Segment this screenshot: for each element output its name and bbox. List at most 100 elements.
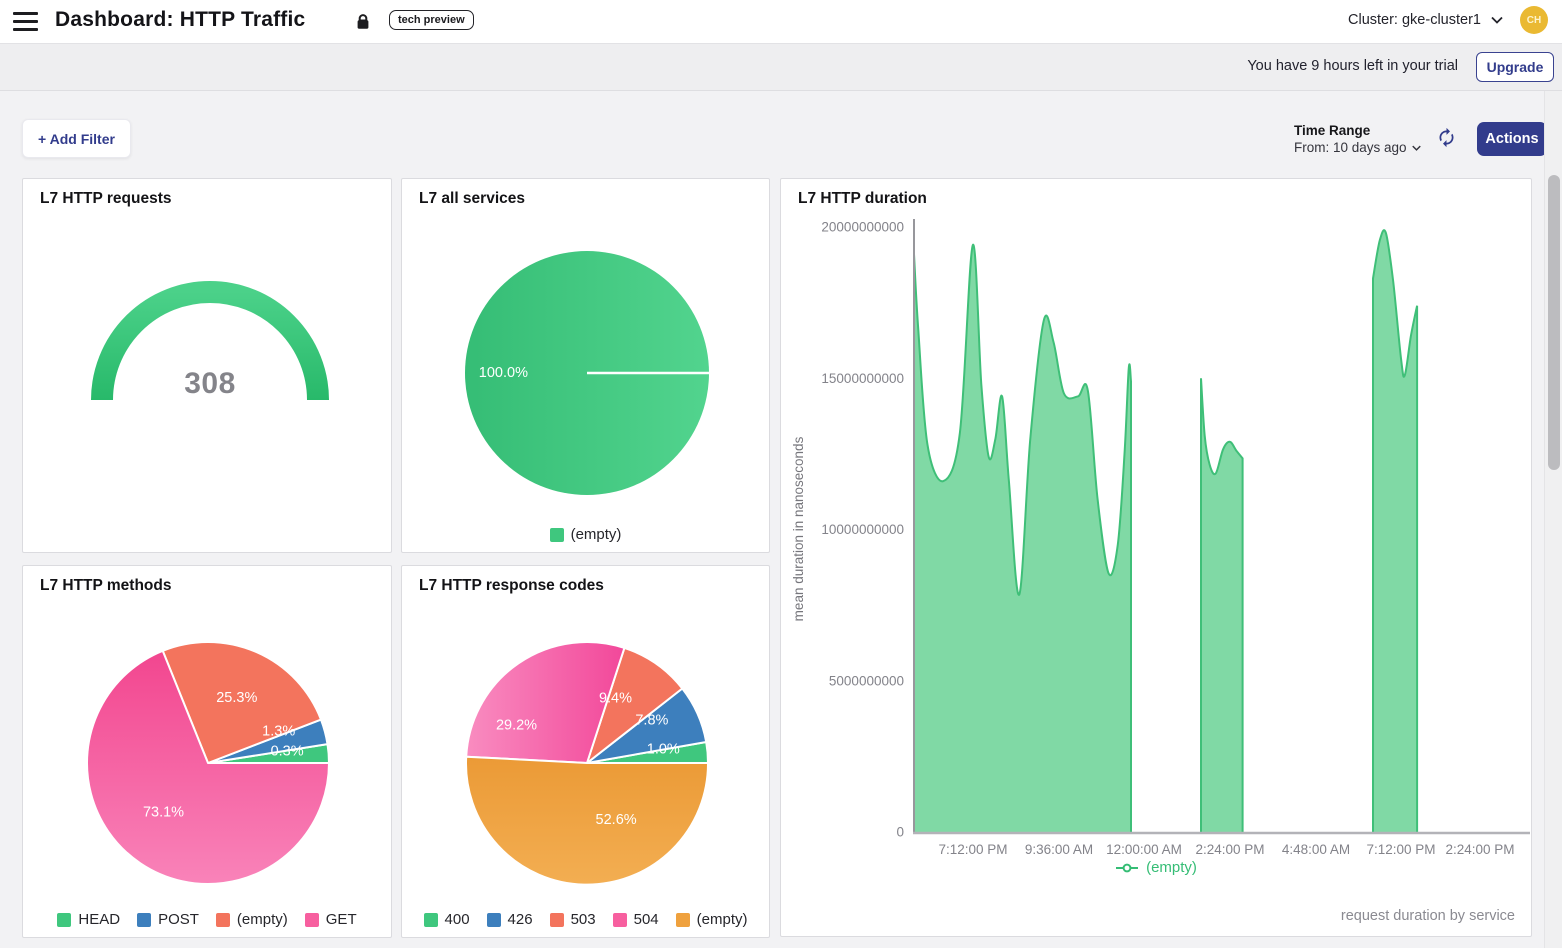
pie-slice-percent-label: 73.1% [143,804,184,820]
series-marker-icon [1116,863,1139,872]
x-tick-label: 2:24:00 PM [1445,842,1514,857]
pie-slice-percent-label: 100.0% [479,365,528,381]
legend-item-504[interactable]: 504 [612,911,659,928]
chart-legend: (empty) [402,526,769,543]
y-tick-label: 20000000000 [821,220,904,235]
hamburger-menu-icon[interactable] [13,12,38,32]
cluster-label: Cluster: gke-cluster1 [1348,12,1481,28]
panel-l7-http-requests: L7 HTTP requests 308 [22,178,392,553]
legend-swatch [486,912,501,927]
pie-slice-percent-label: 1.0% [647,741,680,757]
upgrade-button[interactable]: Upgrade [1476,52,1554,82]
cluster-selector[interactable]: Cluster: gke-cluster1 [1348,12,1503,28]
gauge-arc [91,281,329,401]
chevron-down-icon [1491,16,1503,24]
refresh-button[interactable] [1434,127,1458,151]
area-series-fill[interactable] [1201,378,1243,832]
legend-swatch [423,912,438,927]
legend-label: POST [158,911,199,928]
pie-slice-percent-label: 9.4% [599,691,632,707]
area-chart: mean duration in nanoseconds 20000000000… [791,219,1530,857]
avatar[interactable]: CH [1520,6,1548,34]
trial-message: You have 9 hours left in your trial [1247,58,1458,74]
legend-swatch [549,527,564,542]
pie-chart: 0.3% 1.3% 25.3% 73.1% [86,640,330,885]
legend-swatch [57,912,72,927]
legend-item-400[interactable]: 400 [423,911,470,928]
x-tick-label: 12:00:00 AM [1106,842,1182,857]
pie-chart: 1.0% 7.8%9.4% 29.2% 52.6% [465,641,710,886]
x-tick-label: 2:24:00 PM [1195,842,1264,857]
legend-label: (empty) [236,911,288,928]
pie-slice-percent-label: 25.3% [216,690,257,706]
page-title: Dashboard: HTTP Traffic [55,8,306,31]
tech-preview-badge: tech preview [389,10,474,30]
time-range-control: Time Range From: 10 days ago [1294,123,1421,157]
panel-title: L7 HTTP methods [40,577,172,594]
legend-item-empty[interactable]: (empty) [215,911,288,928]
x-tick-label: 7:12:00 PM [1366,842,1435,857]
panel-title: L7 HTTP requests [40,190,172,207]
chart-caption: request duration by service [1340,908,1515,924]
legend-item-post[interactable]: POST [137,911,199,928]
legend-swatch [675,912,690,927]
y-tick-label: 0 [896,825,904,840]
panel-title: L7 HTTP duration [798,190,927,207]
scrollbar-track[interactable] [1544,91,1562,948]
series-legend-label: (empty) [1146,859,1197,876]
lock-icon [356,13,370,35]
y-tick-label: 5000000000 [829,673,904,688]
area-series-line [913,244,1132,832]
scrollbar-thumb[interactable] [1548,175,1560,470]
legend-item-head[interactable]: HEAD [57,911,120,928]
legend-label: (empty) [696,911,748,928]
legend-label: 504 [633,911,659,928]
x-tick-label: 7:12:00 PM [938,842,1007,857]
legend-item-empty[interactable]: (empty) [549,526,622,543]
pie-slice-empty[interactable] [161,640,322,764]
y-axis-title: mean duration in nanoseconds [791,436,806,621]
area-series-fill[interactable] [1373,230,1418,832]
legend-item-426[interactable]: 426 [486,911,533,928]
panel-title: L7 all services [419,190,525,207]
legend-label: HEAD [78,911,121,928]
panel-l7-http-duration: L7 HTTP duration mean duration in nanose… [780,178,1532,937]
panel-l7-http-methods: L7 HTTP methods 0.3% 1.3% 25.3% 73.1% HEAD P… [22,565,392,938]
legend-label: 400 [444,911,470,928]
chart-legend: 400 426 503 504 (empty) [402,911,769,928]
chevron-down-icon [1411,145,1421,152]
pie-slice-504[interactable] [465,641,626,764]
chart-legend: HEAD POST (empty) GET [23,911,391,928]
legend-label: (empty) [570,526,622,543]
legend-item-empty[interactable]: (empty) [675,911,748,928]
gauge-value: 308 [184,367,236,400]
actions-button[interactable]: Actions [1477,122,1547,156]
pie-slice-percent-label: 7.8% [635,713,668,729]
area-series-line [1200,378,1244,832]
pie-slice-percent-label: 1.3% [262,723,295,739]
area-series-fill[interactable] [914,244,1131,833]
add-filter-button[interactable]: + Add Filter [22,119,131,158]
y-tick-label: 15000000000 [821,371,904,386]
pie-slice-percent-label: 0.3% [271,744,304,760]
legend-swatch [304,912,319,927]
pie-slice-get[interactable] [86,649,330,885]
pie-slice-empty[interactable] [465,755,710,886]
legend-swatch [612,912,627,927]
x-tick-label: 9:36:00 AM [1025,842,1093,857]
time-range-from[interactable]: From: 10 days ago [1294,140,1421,157]
gauge-chart: 308 [91,281,329,401]
panel-title: L7 HTTP response codes [419,577,604,594]
legend-label: 426 [507,911,533,928]
legend-item-503[interactable]: 503 [549,911,596,928]
legend-item-get[interactable]: GET [304,911,357,928]
pie-slice-percent-label: 29.2% [496,717,537,733]
legend-label: 503 [570,911,596,928]
chart-legend[interactable]: (empty) [781,859,1531,876]
legend-swatch [549,912,564,927]
pie-chart: 100.0% [465,251,709,495]
time-range-title: Time Range [1294,123,1371,138]
legend-swatch [215,912,230,927]
y-tick-label: 10000000000 [821,522,904,537]
legend-label: GET [325,911,357,928]
